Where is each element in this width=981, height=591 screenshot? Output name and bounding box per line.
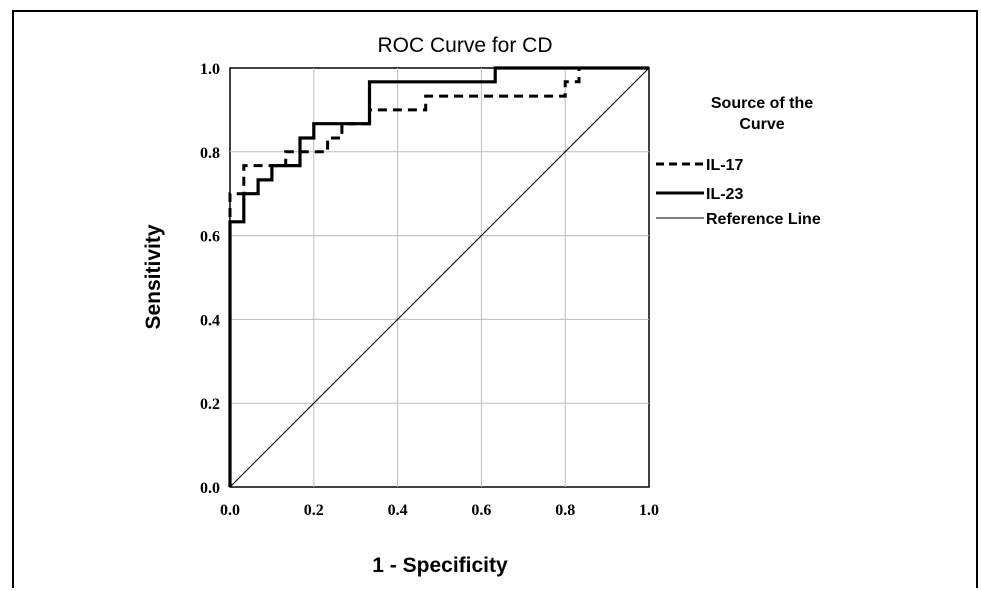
y-tick-label: 0.0: [200, 480, 220, 497]
chart-title: ROC Curve for CD: [377, 34, 552, 57]
reference-line: [229, 67, 650, 488]
legend-label-il23: IL-23: [706, 186, 743, 203]
legend-label-reference: Reference Line: [706, 211, 821, 228]
x-tick-label: 0.0: [220, 502, 240, 519]
curve-il23: [228, 66, 649, 487]
x-tick-label: 0.6: [471, 502, 491, 519]
x-tick-label: 1.0: [639, 502, 659, 519]
curve-il17: [228, 66, 649, 487]
y-tick-label: 0.6: [200, 229, 220, 246]
x-tick-label: 0.4: [388, 502, 408, 519]
legend-title-line-1: Source of the: [711, 95, 813, 112]
legend-title-line-2: Curve: [739, 116, 784, 133]
y-tick-label: 0.8: [200, 145, 220, 162]
x-tick-label: 0.8: [555, 502, 575, 519]
x-tick-label: 0.2: [304, 502, 324, 519]
legend-label-il17: IL-17: [706, 157, 743, 174]
y-tick-label: 0.2: [200, 396, 220, 413]
curves: [228, 66, 650, 488]
y-tick-label: 0.4: [200, 312, 220, 329]
y-tick-label: 1.0: [200, 61, 220, 78]
tick-labels: 0.0 0.2 0.4 0.6 0.8 1.0 0.0 0.2 0.4 0.6 0.8 1.0: [200, 61, 659, 519]
legend: Source of the Curve IL-17 IL-23 Referenc…: [656, 95, 821, 228]
x-axis-title: 1 - Specificity: [372, 554, 508, 577]
y-axis-title: Sensitivity: [142, 224, 165, 329]
